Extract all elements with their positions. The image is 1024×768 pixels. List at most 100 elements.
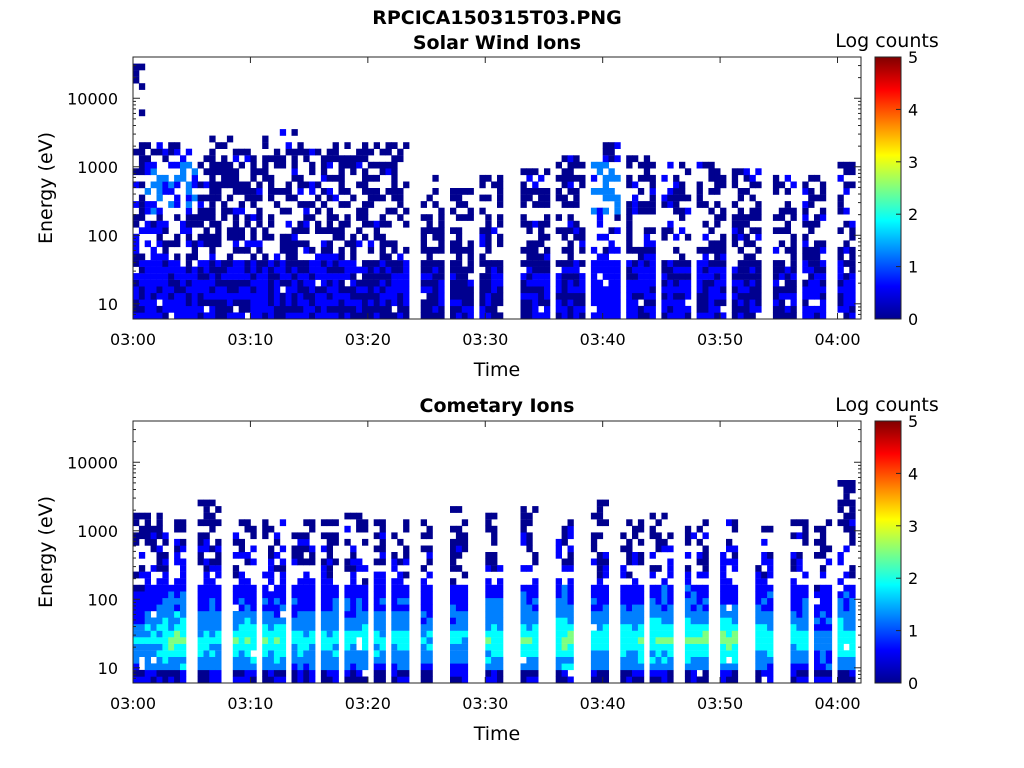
heatmap-cell bbox=[626, 571, 633, 579]
heatmap-cell bbox=[232, 597, 240, 605]
heatmap-cell bbox=[244, 591, 251, 599]
heatmap-cell bbox=[702, 584, 709, 592]
heatmap-cell bbox=[262, 611, 269, 618]
heatmap-cell bbox=[326, 584, 333, 592]
heatmap-cell bbox=[397, 650, 404, 657]
heatmap-cell bbox=[315, 207, 322, 215]
heatmap-cell bbox=[455, 299, 463, 307]
heatmap-cell bbox=[320, 240, 328, 248]
heatmap-cell bbox=[450, 591, 457, 599]
heatmap-cell bbox=[479, 305, 486, 313]
heatmap-cell bbox=[491, 312, 498, 319]
heatmap-cell bbox=[244, 214, 251, 221]
heatmap-cell bbox=[285, 246, 292, 254]
heatmap-cell bbox=[731, 558, 739, 566]
heatmap-cell bbox=[696, 656, 703, 664]
heatmap-cell bbox=[737, 273, 744, 280]
heatmap-cell bbox=[661, 512, 668, 520]
heatmap-cell bbox=[843, 637, 850, 644]
heatmap-cell bbox=[567, 181, 574, 189]
heatmap-cell bbox=[520, 201, 527, 208]
heatmap-cell bbox=[837, 604, 844, 612]
heatmap-cell bbox=[185, 286, 193, 294]
heatmap-cell bbox=[702, 233, 709, 241]
heatmap-cell bbox=[825, 643, 833, 651]
heatmap-cell bbox=[209, 260, 216, 267]
heatmap-cell bbox=[362, 584, 369, 592]
heatmap-cell bbox=[320, 617, 328, 625]
heatmap-cell bbox=[403, 617, 410, 625]
heatmap-cell bbox=[696, 525, 703, 533]
heatmap-cell bbox=[367, 260, 375, 267]
heatmap-cell bbox=[226, 227, 234, 234]
heatmap-cell bbox=[767, 525, 774, 533]
heatmap-cell bbox=[326, 519, 333, 527]
heatmap-cell bbox=[450, 558, 457, 566]
heatmap-cell bbox=[203, 519, 210, 527]
heatmap-cell bbox=[626, 552, 633, 559]
heatmap-cell bbox=[356, 519, 363, 527]
heatmap-cell bbox=[532, 611, 539, 618]
heatmap-cell bbox=[702, 637, 709, 644]
heatmap-cell bbox=[450, 656, 457, 664]
heatmap-cell bbox=[285, 253, 292, 261]
heatmap-cell bbox=[796, 604, 803, 612]
heatmap-cell bbox=[150, 305, 157, 313]
heatmap-cell bbox=[432, 286, 439, 294]
heatmap-cell bbox=[761, 571, 768, 579]
heatmap-cell bbox=[138, 305, 146, 313]
heatmap-cell bbox=[297, 142, 304, 149]
heatmap-cell bbox=[555, 637, 562, 644]
heatmap-cell bbox=[702, 292, 709, 300]
heatmap-cell bbox=[326, 292, 333, 300]
heatmap-cell bbox=[250, 227, 257, 234]
heatmap-cell bbox=[702, 253, 709, 261]
heatmap-cell bbox=[655, 545, 662, 553]
heatmap-cell bbox=[667, 266, 674, 274]
heatmap-cell bbox=[373, 233, 380, 241]
heatmap-cell bbox=[726, 663, 733, 671]
heatmap-cell bbox=[520, 292, 527, 300]
heatmap-cell bbox=[273, 584, 281, 592]
heatmap-cell bbox=[755, 617, 762, 625]
heatmap-cell bbox=[673, 266, 680, 274]
heatmap-cell bbox=[837, 611, 844, 618]
heatmap-cell bbox=[596, 669, 604, 677]
heatmap-cell bbox=[138, 584, 146, 592]
heatmap-cell bbox=[379, 604, 386, 612]
heatmap-cell bbox=[849, 519, 856, 527]
heatmap-cell bbox=[620, 532, 627, 540]
heatmap-cell bbox=[661, 676, 668, 683]
heatmap-cell bbox=[637, 637, 645, 644]
heatmap-cell bbox=[338, 260, 345, 267]
heatmap-cell bbox=[450, 630, 457, 638]
heatmap-cell bbox=[520, 669, 527, 677]
heatmap-cell bbox=[837, 578, 844, 585]
heatmap-cell bbox=[174, 624, 181, 631]
heatmap-cell bbox=[491, 630, 498, 638]
heatmap-cell bbox=[297, 617, 304, 625]
heatmap-cell bbox=[637, 676, 645, 683]
heatmap-cell bbox=[309, 201, 316, 208]
heatmap-cell bbox=[726, 591, 733, 599]
heatmap-cell bbox=[479, 207, 486, 215]
heatmap-cell bbox=[344, 617, 351, 625]
heatmap-cell bbox=[350, 299, 357, 307]
heatmap-cell bbox=[491, 611, 498, 618]
heatmap-cell bbox=[637, 650, 645, 657]
heatmap-cell bbox=[315, 194, 322, 202]
heatmap-cell bbox=[843, 299, 850, 307]
heatmap-cell bbox=[297, 227, 304, 234]
heatmap-cell bbox=[438, 279, 445, 287]
heatmap-cell bbox=[438, 214, 445, 221]
heatmap-cell bbox=[315, 286, 322, 294]
heatmap-cell bbox=[133, 617, 140, 625]
heatmap-cell bbox=[790, 558, 797, 566]
heatmap-cell bbox=[526, 246, 533, 254]
heatmap-cell bbox=[497, 630, 504, 638]
heatmap-cell bbox=[156, 181, 163, 189]
heatmap-cell bbox=[461, 630, 469, 638]
heatmap-cell bbox=[426, 558, 433, 566]
heatmap-cell bbox=[362, 663, 369, 671]
heatmap-cell bbox=[238, 650, 245, 657]
